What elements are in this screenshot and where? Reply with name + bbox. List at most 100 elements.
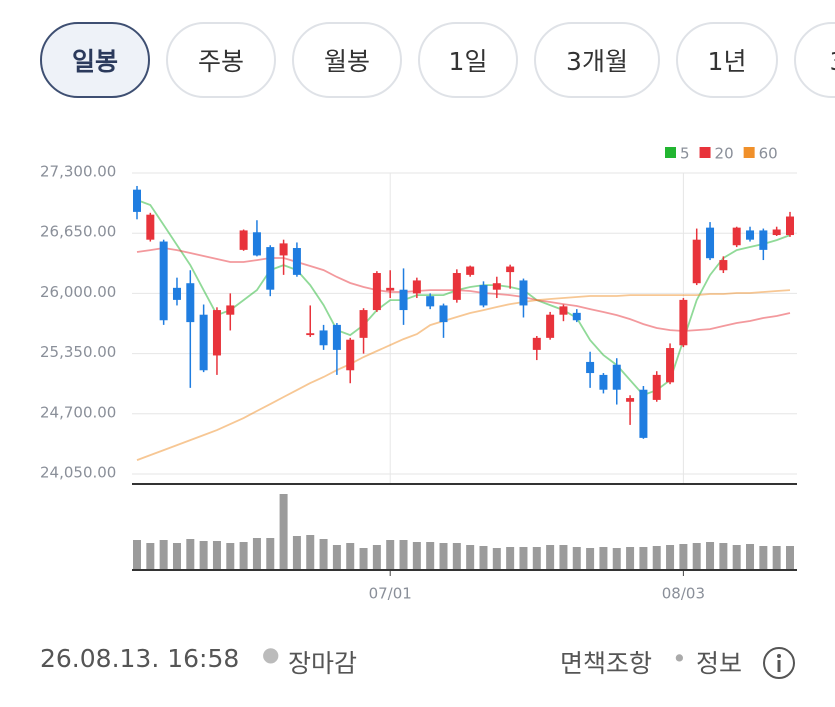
volume-bar [626,547,635,570]
period-tab[interactable]: 1년 [676,22,778,98]
volume-bar [652,546,661,570]
candle-body [599,374,608,390]
candle-body [759,230,768,250]
volume-bar [519,547,528,570]
volume-bar [772,546,781,570]
volume-bar [492,548,501,570]
candle-body [386,287,395,291]
volume-bar [332,545,341,570]
candle-body [719,260,728,271]
candle-body [559,306,568,315]
y-tick-label: 26,000.00 [40,283,116,301]
volume-bar [372,545,381,570]
candle-body [159,241,168,321]
volume-bar [759,546,768,570]
chart: 24,050.00 24,700.00 25,350.00 26,000.00 26,6… [40,145,797,603]
volume-bar [399,540,408,570]
candle-body [586,361,595,374]
period-tabs: 일봉주봉월봉1일3개월1년3년 [40,22,835,104]
y-tick-label: 24,050.00 [40,464,116,482]
volume-bar [319,539,328,570]
candle-body [239,230,248,250]
candle-body [546,314,555,338]
period-tab[interactable]: 1일 [418,22,518,98]
candle-body [199,314,208,371]
period-tab[interactable]: 일봉 [40,22,150,98]
volume-bar [159,540,168,570]
volume-bar [479,546,488,570]
period-tab[interactable]: 3개월 [534,22,660,98]
volume-bar [252,538,261,570]
legend-label: 20 [715,145,734,163]
volume-bar [412,542,421,570]
volume-bar [679,544,688,570]
candle-body [519,280,528,306]
volume-bar [732,545,741,570]
candle-body [466,266,475,275]
volume-bar [599,547,608,570]
volume-bar [572,547,581,570]
candle-body [212,310,221,356]
candle-body [532,337,541,350]
volume-bar [239,542,248,570]
y-tick-label: 26,650.00 [40,223,116,241]
timestamp: 26.08.13. 16:58 [40,644,240,673]
candle-body [772,229,781,236]
period-tab[interactable]: 주봉 [166,22,276,98]
candle-body [492,283,501,290]
volume-bar [586,548,595,570]
candle-body [626,398,635,402]
volume-bar [666,545,675,570]
legend-label: 5 [680,145,690,163]
candle-body [666,348,675,383]
volume-bar [532,547,541,570]
x-tick-label: 07/01 [369,585,412,603]
separator-dot: • [672,644,687,673]
candle-body [252,232,261,256]
volume-bar [786,546,794,570]
volume-bar [706,542,715,570]
candle-body [439,305,448,323]
disclaimer-link[interactable]: 면책조항 [560,649,653,678]
candle-body [612,364,621,390]
info-link[interactable]: 정보 [696,649,743,678]
info-icon[interactable] [762,646,796,680]
candle-body [692,239,701,284]
candle-body [786,216,794,236]
volume-bar [359,548,368,570]
x-tick-label: 08/03 [662,585,705,603]
volume-bar [452,543,461,570]
candle-body [652,374,661,400]
candle-body [732,227,741,246]
candle-body [346,339,355,371]
candle-body [319,330,328,346]
candle-body [746,230,755,240]
candle-body [306,333,315,336]
candle-body [452,273,461,300]
volume-bar [212,541,221,570]
candle-body [479,285,488,306]
footer: 26.08.13. 16:58 ● 장마감 면책조항 • 정보 [0,638,835,688]
period-tab[interactable]: 월봉 [292,22,402,98]
volume-bar [292,536,301,570]
y-tick-label: 27,300.00 [40,163,116,181]
volume-bar [546,545,555,570]
volume-bar [226,543,235,570]
volume-bar [186,539,195,570]
candle-body [706,227,715,259]
candle-body [266,247,275,290]
volume-bar [279,494,288,570]
volume-bar [133,540,141,570]
volume-bar [439,543,448,570]
candle-body [639,389,648,438]
ma-line [136,199,791,397]
market-status: 장마감 [288,649,358,678]
candle-body [572,312,581,321]
volume-bar [639,547,648,570]
candle-body [372,273,381,311]
candle-body [172,287,181,300]
volume-bar [426,542,435,570]
volume-bar [466,545,475,570]
legend-swatch [665,147,676,158]
